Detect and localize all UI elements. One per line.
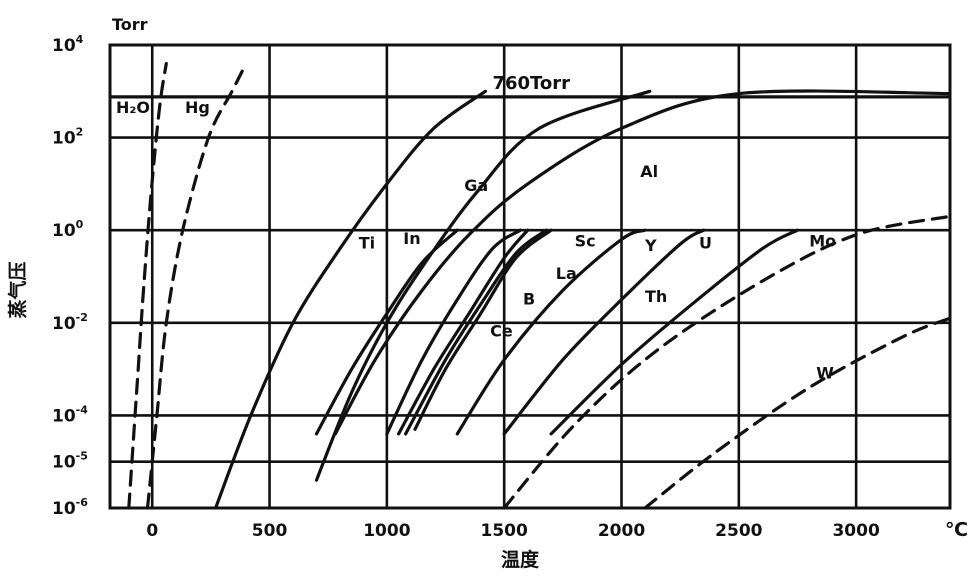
series-u-curve bbox=[502, 228, 706, 436]
curve-label-th: Th bbox=[645, 287, 667, 306]
y-tick-labels: 104 102 100 10-2 10-4 10-5 10-6 bbox=[52, 33, 88, 519]
y-tick-label: 10-5 bbox=[52, 450, 88, 473]
series-hg-curve bbox=[145, 61, 248, 510]
y-axis-title: 蒸气压 bbox=[6, 261, 29, 318]
series-b-curve bbox=[397, 228, 530, 436]
x-tick-label: 2500 bbox=[715, 521, 762, 541]
curve-label-ti: Ti bbox=[359, 234, 375, 253]
x-tick-label: 500 bbox=[252, 521, 288, 541]
y-tick-label: 104 bbox=[52, 33, 84, 56]
curve-label-la: La bbox=[556, 264, 577, 283]
curve-label-b: B bbox=[523, 289, 535, 308]
curve-label-w: W bbox=[816, 363, 834, 382]
curve-label-ce: Ce bbox=[490, 322, 513, 341]
series-mo-curve bbox=[502, 214, 952, 510]
series-y-curve bbox=[455, 228, 647, 436]
x-tick-label: 3000 bbox=[832, 521, 879, 541]
curve-label-al: Al bbox=[640, 162, 658, 181]
curve-label-mo: Mo bbox=[809, 231, 836, 250]
series-ho-curve bbox=[127, 61, 168, 510]
x-unit-label: ℃ bbox=[945, 519, 968, 541]
series-group bbox=[127, 61, 952, 510]
x-axis-title: 温度 bbox=[501, 548, 540, 571]
y-tick-label: 10-6 bbox=[52, 496, 88, 519]
curve-label-in: In bbox=[403, 229, 420, 248]
series-al-curve bbox=[333, 89, 952, 436]
reference-line-label: 760Torr bbox=[492, 73, 570, 94]
curve-label-hg: Hg bbox=[185, 98, 210, 117]
curve-label-h2o: H₂O bbox=[116, 98, 150, 117]
series-la-curve bbox=[404, 228, 548, 436]
curve-label-u: U bbox=[699, 234, 712, 253]
series-th-curve bbox=[549, 228, 800, 436]
y-tick-label: 100 bbox=[52, 218, 84, 241]
x-tick-label: 1500 bbox=[481, 521, 528, 541]
series-w-curve bbox=[643, 316, 952, 510]
x-tick-label: 2000 bbox=[598, 521, 645, 541]
series-ga-curve bbox=[314, 228, 459, 436]
series-sc-curve bbox=[413, 228, 553, 431]
x-tick-label: 0 bbox=[146, 521, 158, 541]
x-tick-label: 1000 bbox=[363, 521, 410, 541]
y-tick-label: 102 bbox=[52, 126, 83, 149]
plot-frame bbox=[108, 43, 952, 510]
curve-label-y: Y bbox=[644, 236, 657, 255]
y-unit-label: Torr bbox=[112, 15, 148, 34]
grid bbox=[110, 43, 950, 510]
curve-label-ga: Ga bbox=[464, 176, 488, 195]
curve-labels: H₂O Hg Ti In Ga Al Sc La B Ce Y U Th Mo W bbox=[116, 98, 836, 382]
x-tick-labels: 0 500 1000 1500 2000 2500 3000 bbox=[146, 521, 880, 541]
y-tick-label: 10-2 bbox=[52, 311, 88, 334]
curve-label-sc: Sc bbox=[575, 231, 596, 250]
series-ce-curve bbox=[385, 228, 523, 436]
y-tick-label: 10-4 bbox=[52, 403, 88, 426]
series-in-curve bbox=[314, 89, 652, 482]
series-ti-curve bbox=[214, 89, 487, 510]
